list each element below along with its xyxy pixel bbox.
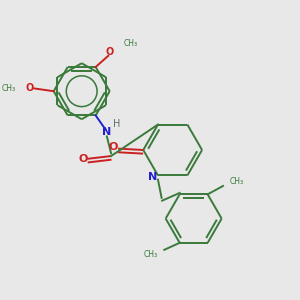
- Text: CH₃: CH₃: [230, 177, 244, 186]
- Text: CH₃: CH₃: [143, 250, 157, 259]
- Text: CH₃: CH₃: [124, 39, 138, 48]
- Text: N: N: [102, 127, 112, 137]
- Text: O: O: [106, 46, 114, 57]
- Text: O: O: [26, 83, 34, 93]
- Text: O: O: [108, 142, 118, 152]
- Text: CH₃: CH₃: [2, 84, 16, 93]
- Text: N: N: [148, 172, 158, 182]
- Text: H: H: [113, 119, 120, 129]
- Text: O: O: [78, 154, 88, 164]
